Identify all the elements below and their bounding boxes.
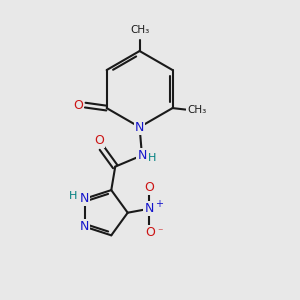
Text: H: H	[148, 153, 157, 163]
Text: N: N	[80, 192, 89, 205]
Text: N: N	[80, 220, 89, 233]
Text: N: N	[137, 149, 147, 162]
Text: N: N	[135, 121, 144, 134]
Text: ⁻: ⁻	[158, 228, 163, 238]
Text: O: O	[146, 226, 155, 238]
Text: H: H	[69, 191, 78, 201]
Text: O: O	[73, 99, 83, 112]
Text: CH₃: CH₃	[187, 105, 206, 115]
Text: O: O	[94, 134, 104, 147]
Text: CH₃: CH₃	[130, 25, 149, 35]
Text: +: +	[154, 200, 163, 209]
Text: O: O	[144, 181, 154, 194]
Text: N: N	[144, 202, 154, 215]
